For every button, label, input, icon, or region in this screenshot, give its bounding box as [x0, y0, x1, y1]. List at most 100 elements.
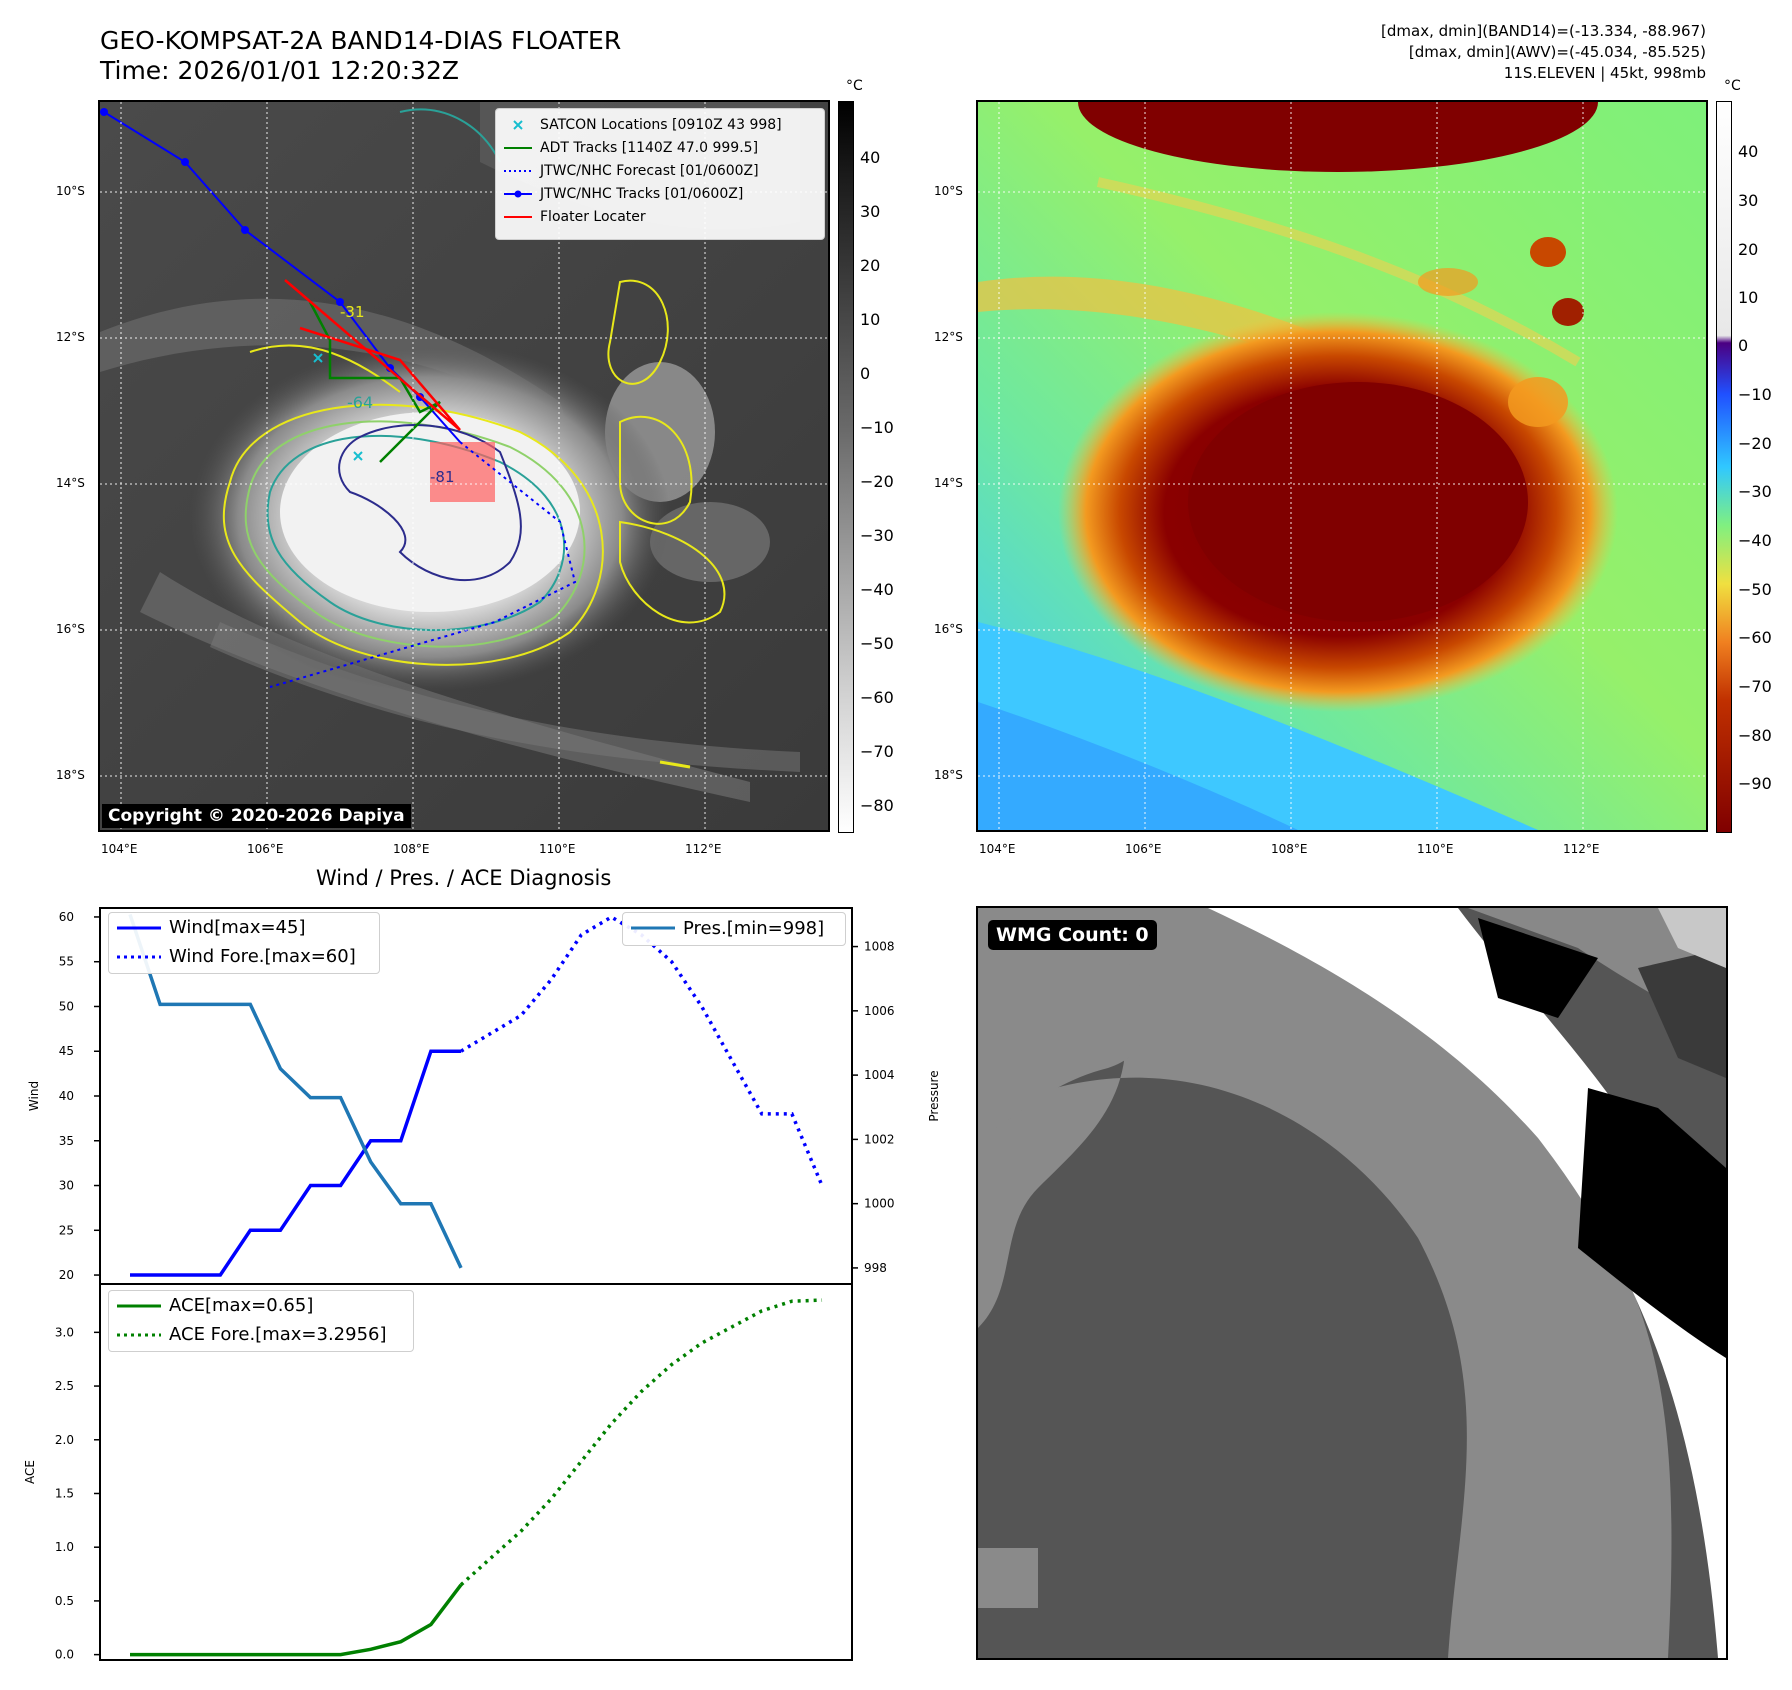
info-band14: [dmax, dmin](BAND14)=(-13.334, -88.967): [1381, 22, 1706, 40]
wind-ytick-label: 30: [59, 1179, 74, 1193]
ace-ylabel: ACE: [23, 1460, 37, 1484]
legend-item-ace-forecast: ACE Fore.[max=3.2956]: [117, 1324, 387, 1345]
awv-cbar-tick: 0: [1738, 336, 1749, 355]
ir-cbar-tick: −80: [860, 796, 894, 815]
series-line-0: [130, 1049, 461, 1277]
wind-ytick-label: 60: [59, 910, 74, 924]
ace-ytick-label: 1.5: [55, 1486, 74, 1500]
pressure-ytick-label: 1004: [864, 1068, 895, 1082]
wind-ylabel: Wind: [27, 1081, 41, 1111]
wind-ytick-label: 25: [59, 1223, 74, 1237]
awv-lon-label: 112°E: [1563, 842, 1600, 856]
pressure-ylabel: Pressure: [927, 1070, 941, 1121]
legend-item-wind-forecast: Wind Fore.[max=60]: [117, 946, 356, 967]
legend-item-wind: Wind[max=45]: [117, 917, 306, 938]
awv-cbar-tick: −40: [1738, 531, 1772, 550]
awv-cbar-tick: −30: [1738, 482, 1772, 501]
ir-cbar-tick: −60: [860, 688, 894, 707]
pressure-ytick-label: 998: [864, 1261, 887, 1275]
ir-cbar-tick: −50: [860, 634, 894, 653]
awv-lat-label: 12°S: [934, 330, 963, 344]
ir-lat-label: 16°S: [56, 622, 85, 636]
ace-axes-frame: [99, 1283, 853, 1661]
contour-label-81: -81: [430, 468, 455, 486]
ir-cbar-tick: −20: [860, 472, 894, 491]
awv-lat-label: 18°S: [934, 768, 963, 782]
wind-legend: Wind[max=45] Wind Fore.[max=60]: [108, 912, 380, 974]
wmg-count-badge: WMG Count: 0: [988, 920, 1157, 950]
contour-label-64: -64: [347, 393, 373, 412]
awv-map-panel: [976, 100, 1708, 832]
pressure-legend: Pres.[min=998]: [622, 912, 846, 946]
awv-cbar-tick: −90: [1738, 774, 1772, 793]
awv-cbar-tick: −20: [1738, 434, 1772, 453]
wind-ytick-label: 50: [59, 999, 74, 1013]
contour-label-31: -31: [340, 303, 365, 321]
ace-series-line-1: [459, 1298, 823, 1587]
ace-ytick-label: 1.0: [55, 1540, 74, 1554]
legend-item-tracks: JTWC/NHC Tracks [01/0600Z]: [496, 182, 824, 205]
ace-ytick-label: 0.5: [55, 1594, 74, 1608]
awv-cbar-tick: 40: [1738, 142, 1759, 161]
ir-cbar-tick: −70: [860, 742, 894, 761]
ir-cbar-tick: −40: [860, 580, 894, 599]
ir-lon-label: 106°E: [247, 842, 284, 856]
series-line-2: [128, 913, 463, 1269]
awv-colorbar-unit: °C: [1724, 78, 1741, 94]
info-awv: [dmax, dmin](AWV)=(-45.034, -85.525): [1408, 43, 1706, 61]
awv-imagery: [978, 102, 1706, 830]
awv-lon-label: 110°E: [1417, 842, 1454, 856]
ir-cbar-tick: −10: [860, 418, 894, 437]
awv-cbar-tick: −10: [1738, 385, 1772, 404]
ir-cbar-tick: 10: [860, 310, 881, 329]
awv-cbar-tick: 30: [1738, 191, 1759, 210]
legend-item-forecast: JTWC/NHC Forecast [01/0600Z]: [504, 162, 759, 179]
pressure-ytick-label: 1000: [864, 1197, 895, 1211]
ace-series-line-0: [130, 1583, 463, 1657]
ace-ytick-label: 2.5: [55, 1379, 74, 1393]
ir-cbar-tick: 0: [860, 364, 871, 383]
legend-item-floater: Floater Locater: [504, 208, 646, 225]
ir-lon-label: 112°E: [685, 842, 722, 856]
awv-lon-label: 108°E: [1271, 842, 1308, 856]
awv-lat-label: 10°S: [934, 184, 963, 198]
ir-map-panel: -64 -31 -81 SATCON Locations [0910Z 43 9…: [98, 100, 830, 832]
awv-cbar-tick: −50: [1738, 580, 1772, 599]
ir-lon-label: 104°E: [101, 842, 138, 856]
ir-colorbar-unit: °C: [846, 78, 863, 94]
ace-ytick-label: 0.0: [55, 1648, 74, 1662]
pressure-ytick-label: 1002: [864, 1132, 895, 1146]
ir-lon-label: 110°E: [539, 842, 576, 856]
awv-cbar-tick: −70: [1738, 677, 1772, 696]
awv-colorbar: [1716, 101, 1732, 833]
ir-lon-label: 108°E: [393, 842, 430, 856]
pressure-ytick-label: 1008: [864, 940, 895, 954]
ir-lat-label: 14°S: [56, 476, 85, 490]
wind-ytick-label: 40: [59, 1089, 74, 1103]
awv-lon-label: 106°E: [1125, 842, 1162, 856]
awv-cbar-tick: −80: [1738, 726, 1772, 745]
wind-ytick-label: 35: [59, 1134, 74, 1148]
ace-ytick-label: 2.0: [55, 1433, 74, 1447]
ir-colorbar: [838, 101, 854, 833]
awv-cbar-tick: 20: [1738, 240, 1759, 259]
copyright-label: Copyright © 2020-2026 Dapiya: [102, 804, 411, 828]
ir-lat-label: 12°S: [56, 330, 85, 344]
ace-ytick-label: 3.0: [55, 1325, 74, 1339]
wind-ytick-label: 20: [59, 1268, 74, 1282]
awv-lat-label: 14°S: [934, 476, 963, 490]
legend-item-satcon: SATCON Locations [0910Z 43 998]: [496, 113, 824, 136]
ir-cbar-tick: 30: [860, 202, 881, 221]
awv-lat-label: 16°S: [934, 622, 963, 636]
legend-item-pressure: Pres.[min=998]: [631, 917, 825, 939]
awv-cbar-tick: 10: [1738, 288, 1759, 307]
ir-lat-label: 18°S: [56, 768, 85, 782]
ir-legend: SATCON Locations [0910Z 43 998] ADT Trac…: [495, 108, 825, 240]
legend-item-ace: ACE[max=0.65]: [117, 1295, 314, 1316]
series-line-1: [460, 914, 824, 1187]
awv-cbar-tick: −60: [1738, 628, 1772, 647]
wind-ytick-label: 55: [59, 955, 74, 969]
ir-cbar-tick: 20: [860, 256, 881, 275]
ir-cbar-tick: −30: [860, 526, 894, 545]
diagnosis-title: Wind / Pres. / ACE Diagnosis: [316, 866, 612, 890]
